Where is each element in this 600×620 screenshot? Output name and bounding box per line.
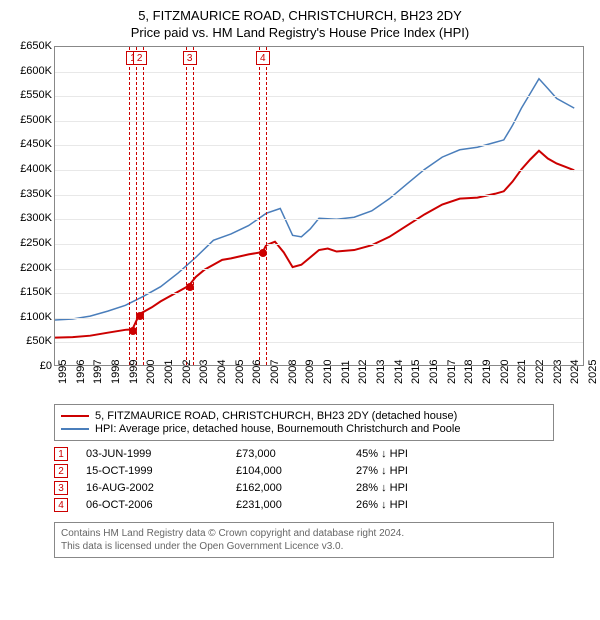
- chart-title: 5, FITZMAURICE ROAD, CHRISTCHURCH, BH23 …: [6, 8, 594, 23]
- x-tick-label: 2016: [428, 360, 440, 384]
- chart-area: £0 £50K £100K £150K £200K £250K £300K £350K £400…: [6, 46, 594, 396]
- x-tick-label: 2018: [463, 360, 475, 384]
- y-tick-label: £600K: [20, 65, 52, 77]
- x-tick-label: 2009: [304, 360, 316, 384]
- transaction-price: £104,000: [236, 465, 356, 477]
- legend: 5, FITZMAURICE ROAD, CHRISTCHURCH, BH23 …: [54, 404, 554, 441]
- x-tick-label: 2014: [393, 360, 405, 384]
- x-tick-label: 2015: [410, 360, 422, 384]
- transaction-index-box: 1: [54, 447, 68, 461]
- transaction-hpi-compare: 26% ↓ HPI: [356, 499, 476, 511]
- footer-line: Contains HM Land Registry data © Crown c…: [61, 527, 547, 540]
- y-tick-label: £100K: [20, 311, 52, 323]
- y-tick-label: £0: [40, 360, 52, 372]
- x-tick-label: 2011: [340, 360, 352, 384]
- transaction-marker-label: 3: [183, 51, 197, 65]
- transaction-hpi-compare: 27% ↓ HPI: [356, 465, 476, 477]
- chart-container: 5, FITZMAURICE ROAD, CHRISTCHURCH, BH23 …: [0, 0, 600, 566]
- y-tick-label: £450K: [20, 138, 52, 150]
- transaction-date: 15-OCT-1999: [86, 465, 236, 477]
- transaction-price: £73,000: [236, 448, 356, 460]
- y-tick-label: £200K: [20, 262, 52, 274]
- x-tick-label: 2012: [357, 360, 369, 384]
- x-tick-label: 2002: [181, 360, 193, 384]
- y-axis: £0 £50K £100K £150K £200K £250K £300K £350K £400…: [6, 46, 54, 396]
- x-tick-label: 2004: [216, 360, 228, 384]
- y-tick-label: £550K: [20, 89, 52, 101]
- transaction-dot: [186, 283, 194, 291]
- transaction-marker-band: [186, 47, 194, 365]
- footer-line: This data is licensed under the Open Gov…: [61, 540, 547, 553]
- x-axis: 1995199619971998199920002001200220032004…: [54, 366, 584, 396]
- y-tick-label: £650K: [20, 40, 52, 52]
- transaction-marker-label: 4: [256, 51, 270, 65]
- transaction-index-box: 2: [54, 464, 68, 478]
- transaction-row: 3 16-AUG-2002£162,00028% ↓ HPI: [54, 481, 554, 495]
- transaction-hpi-compare: 45% ↓ HPI: [356, 448, 476, 460]
- transactions-table: 1 03-JUN-1999£73,00045% ↓ HPI 2 15-OCT-1999…: [54, 447, 554, 512]
- legend-label: 5, FITZMAURICE ROAD, CHRISTCHURCH, BH23 …: [95, 410, 457, 422]
- x-tick-label: 1998: [110, 360, 122, 384]
- transaction-dot: [259, 249, 267, 257]
- y-tick-label: £350K: [20, 188, 52, 200]
- transaction-index-box: 3: [54, 481, 68, 495]
- x-tick-label: 2025: [587, 360, 599, 384]
- transaction-marker-label: 2: [133, 51, 147, 65]
- x-tick-label: 2008: [287, 360, 299, 384]
- legend-swatch: [61, 415, 89, 417]
- transaction-date: 16-AUG-2002: [86, 482, 236, 494]
- legend-item-hpi: HPI: Average price, detached house, Bour…: [61, 423, 547, 435]
- x-tick-label: 2020: [499, 360, 511, 384]
- transaction-dot: [136, 312, 144, 320]
- x-tick-label: 1995: [57, 360, 69, 384]
- y-tick-label: £300K: [20, 212, 52, 224]
- x-tick-label: 1997: [92, 360, 104, 384]
- transaction-row: 4 06-OCT-2006£231,00026% ↓ HPI: [54, 498, 554, 512]
- x-tick-label: 2005: [234, 360, 246, 384]
- x-tick-label: 2024: [569, 360, 581, 384]
- chart-subtitle: Price paid vs. HM Land Registry's House …: [6, 25, 594, 40]
- x-tick-label: 1996: [75, 360, 87, 384]
- x-tick-label: 2010: [322, 360, 334, 384]
- legend-swatch: [61, 428, 89, 430]
- transaction-price: £162,000: [236, 482, 356, 494]
- y-tick-label: £250K: [20, 237, 52, 249]
- transaction-index-box: 4: [54, 498, 68, 512]
- x-tick-label: 1999: [128, 360, 140, 384]
- plot-area: 1234: [54, 46, 584, 366]
- transaction-price: £231,000: [236, 499, 356, 511]
- transaction-marker-band: [259, 47, 267, 365]
- y-tick-label: £500K: [20, 114, 52, 126]
- x-tick-label: 2021: [516, 360, 528, 384]
- transaction-row: 1 03-JUN-1999£73,00045% ↓ HPI: [54, 447, 554, 461]
- x-tick-label: 2007: [269, 360, 281, 384]
- footer-note: Contains HM Land Registry data © Crown c…: [54, 522, 554, 558]
- x-tick-label: 2019: [481, 360, 493, 384]
- x-tick-label: 2022: [534, 360, 546, 384]
- x-tick-label: 2017: [446, 360, 458, 384]
- transaction-hpi-compare: 28% ↓ HPI: [356, 482, 476, 494]
- transaction-row: 2 15-OCT-1999£104,00027% ↓ HPI: [54, 464, 554, 478]
- transaction-date: 03-JUN-1999: [86, 448, 236, 460]
- x-tick-label: 2006: [251, 360, 263, 384]
- x-tick-label: 2003: [198, 360, 210, 384]
- x-tick-label: 2000: [145, 360, 157, 384]
- legend-label: HPI: Average price, detached house, Bour…: [95, 423, 460, 435]
- y-tick-label: £50K: [26, 335, 52, 347]
- y-tick-label: £400K: [20, 163, 52, 175]
- legend-item-property: 5, FITZMAURICE ROAD, CHRISTCHURCH, BH23 …: [61, 410, 547, 422]
- x-tick-label: 2013: [375, 360, 387, 384]
- transaction-date: 06-OCT-2006: [86, 499, 236, 511]
- x-tick-label: 2023: [552, 360, 564, 384]
- x-tick-label: 2001: [163, 360, 175, 384]
- y-tick-label: £150K: [20, 286, 52, 298]
